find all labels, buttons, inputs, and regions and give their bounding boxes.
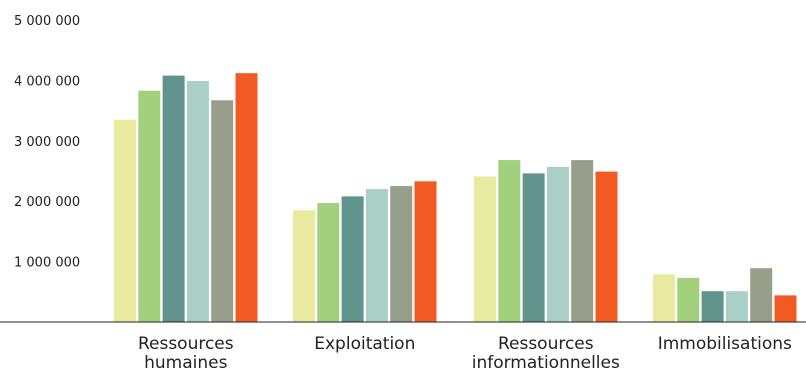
bar bbox=[701, 291, 724, 322]
y-tick-label: 3 000 000 bbox=[14, 135, 80, 150]
bar bbox=[365, 189, 388, 322]
y-tick-label: 2 000 000 bbox=[14, 195, 80, 210]
bar bbox=[414, 181, 437, 322]
bar bbox=[186, 81, 209, 322]
bar bbox=[293, 210, 315, 322]
bar bbox=[474, 176, 496, 322]
bar bbox=[522, 173, 545, 322]
bar bbox=[498, 160, 521, 322]
x-category-label: Exploitation bbox=[314, 334, 415, 354]
y-axis-labels: 1 000 000 2 000 000 3 000 000 4 000 000 5 00… bbox=[14, 14, 80, 271]
bar bbox=[317, 203, 340, 322]
x-category-label-line: Exploitation bbox=[314, 334, 415, 354]
bar bbox=[653, 274, 675, 322]
bar bbox=[114, 119, 136, 322]
y-tick-label: 1 000 000 bbox=[14, 256, 80, 271]
x-category-label-line: Immobilisations bbox=[658, 334, 792, 354]
bar bbox=[725, 291, 748, 322]
bar bbox=[750, 268, 773, 322]
x-category-label: Ressources informationnelles bbox=[472, 334, 620, 373]
x-category-label: Ressources humaines bbox=[138, 334, 234, 373]
bars bbox=[114, 73, 797, 322]
x-category-label-line: informationnelles bbox=[472, 353, 620, 373]
x-category-label-line: humaines bbox=[144, 353, 227, 373]
x-category-label-line: Ressources bbox=[498, 334, 594, 354]
bar bbox=[571, 160, 594, 322]
bar bbox=[138, 90, 161, 322]
y-tick-label: 4 000 000 bbox=[14, 74, 80, 89]
bar bbox=[390, 186, 413, 322]
bar bbox=[235, 73, 258, 322]
bar bbox=[774, 295, 797, 322]
x-category-label: Immobilisations bbox=[658, 334, 792, 354]
y-tick-label: 5 000 000 bbox=[14, 14, 80, 29]
bar bbox=[595, 171, 618, 322]
x-category-label-line: Ressources bbox=[138, 334, 234, 354]
bar bbox=[546, 166, 569, 322]
bar bbox=[211, 100, 234, 322]
bar bbox=[341, 196, 364, 322]
bar bbox=[677, 277, 700, 322]
bar bbox=[162, 75, 185, 322]
